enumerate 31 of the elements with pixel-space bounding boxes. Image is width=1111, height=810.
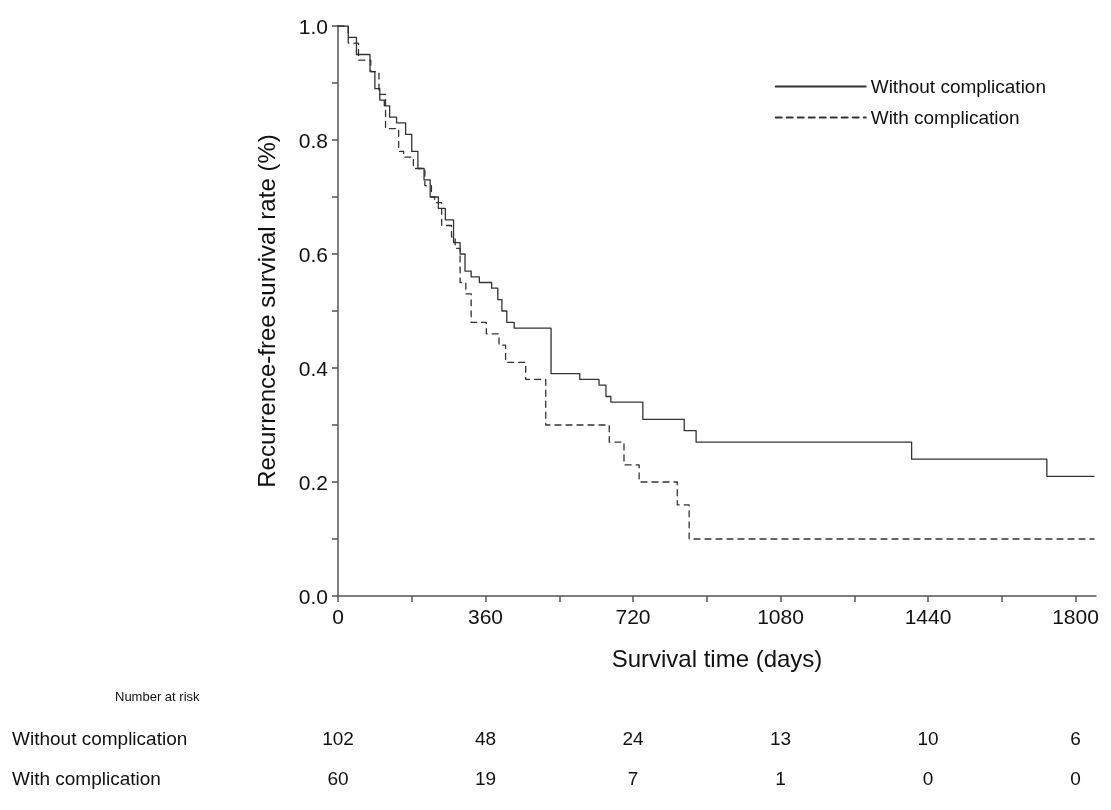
x-tick-label: 1080 xyxy=(757,605,804,628)
x-tick-label: 720 xyxy=(615,605,651,628)
y-tick-label: 0.6 xyxy=(298,242,328,266)
legend-label: With complication xyxy=(870,107,1020,128)
text: 1 xyxy=(775,767,786,789)
text: Without complication xyxy=(12,727,188,749)
x-tick-label: 360 xyxy=(467,605,504,628)
legend-label: Without complication xyxy=(870,76,1046,97)
text: 60 xyxy=(327,767,349,789)
text: 7 xyxy=(627,767,639,789)
text: 0 xyxy=(922,767,934,789)
text: 48 xyxy=(474,727,497,749)
text: 24 xyxy=(622,727,644,749)
text: With complication xyxy=(12,767,161,789)
x-tick-label: 1800 xyxy=(1052,605,1099,628)
text: 19 xyxy=(474,767,497,789)
x-axis-title: Survival time (days) xyxy=(611,644,823,672)
y-tick-label: 1.0 xyxy=(298,14,328,38)
y-tick-label: 0.0 xyxy=(298,584,328,608)
y-axis-title: Recurrence-free survival rate (%) xyxy=(252,134,280,488)
x-tick-label: 0 xyxy=(332,605,344,628)
y-tick-label: 0.4 xyxy=(298,356,329,380)
text: 6 xyxy=(1070,727,1081,749)
y-tick-label: 0.8 xyxy=(298,128,328,152)
text: 102 xyxy=(322,727,354,749)
text: 13 xyxy=(769,727,792,749)
text: 0 xyxy=(1070,767,1081,789)
y-tick-label: 0.2 xyxy=(298,470,328,494)
text: Number at risk xyxy=(115,689,201,704)
x-tick-label: 1440 xyxy=(904,605,952,628)
text: 10 xyxy=(917,727,939,749)
